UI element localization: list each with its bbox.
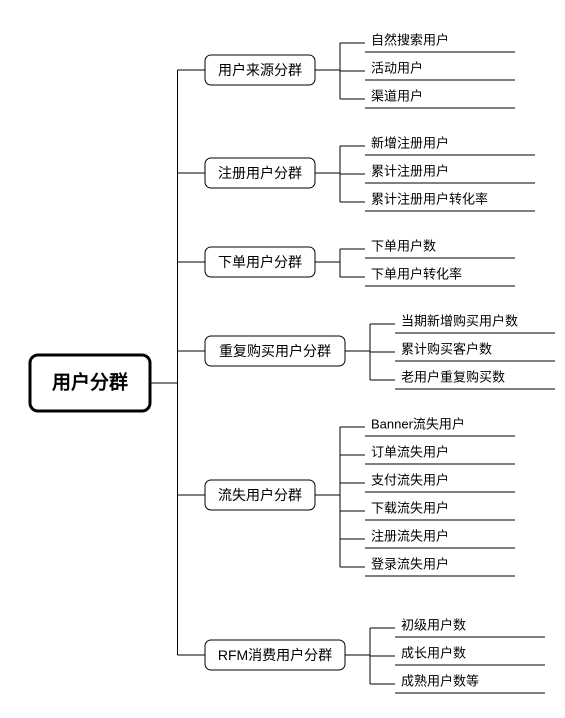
connector <box>150 70 205 655</box>
branch-label: 注册用户分群 <box>218 165 302 181</box>
connector <box>315 427 365 567</box>
leaf-label: 注册流失用户 <box>371 529 449 544</box>
connector <box>315 249 365 277</box>
branch-label: 流失用户分群 <box>218 487 302 503</box>
branch-label: 重复购买用户分群 <box>219 343 331 359</box>
leaf-label: 渠道用户 <box>371 89 423 104</box>
leaf-label: 累计购买客户数 <box>401 342 492 357</box>
leaf-label: 初级用户数 <box>401 618 466 633</box>
branch-label: 下单用户分群 <box>218 254 302 270</box>
connector <box>345 628 395 684</box>
leaf-label: 订单流失用户 <box>371 445 449 460</box>
leaf-label: 成长用户数 <box>401 646 466 661</box>
connector <box>315 146 365 202</box>
connector <box>345 324 395 380</box>
leaf-label: Banner流失用户 <box>371 417 465 432</box>
leaf-label: 支付流失用户 <box>371 473 449 488</box>
leaf-label: 老用户重复购买数 <box>401 370 505 385</box>
leaf-label: 新增注册用户 <box>371 136 449 151</box>
leaf-label: 自然搜索用户 <box>371 33 449 48</box>
leaf-label: 活动用户 <box>371 61 423 76</box>
leaf-label: 累计注册用户转化率 <box>371 192 488 207</box>
root-label: 用户分群 <box>52 371 128 394</box>
leaf-label: 累计注册用户 <box>371 164 449 179</box>
leaf-label: 成熟用户数等 <box>401 674 479 689</box>
leaf-label: 当期新增购买用户数 <box>401 314 518 329</box>
leaf-label: 登录流失用户 <box>371 557 449 572</box>
tree-diagram: 用户分群用户来源分群自然搜索用户活动用户渠道用户注册用户分群新增注册用户累计注册… <box>0 0 565 718</box>
leaf-label: 下载流失用户 <box>371 501 449 516</box>
branch-label: 用户来源分群 <box>218 62 302 78</box>
leaf-label: 下单用户转化率 <box>371 267 462 282</box>
connector <box>315 43 365 99</box>
branch-label: RFM消费用户分群 <box>218 647 332 663</box>
leaf-label: 下单用户数 <box>371 239 436 254</box>
